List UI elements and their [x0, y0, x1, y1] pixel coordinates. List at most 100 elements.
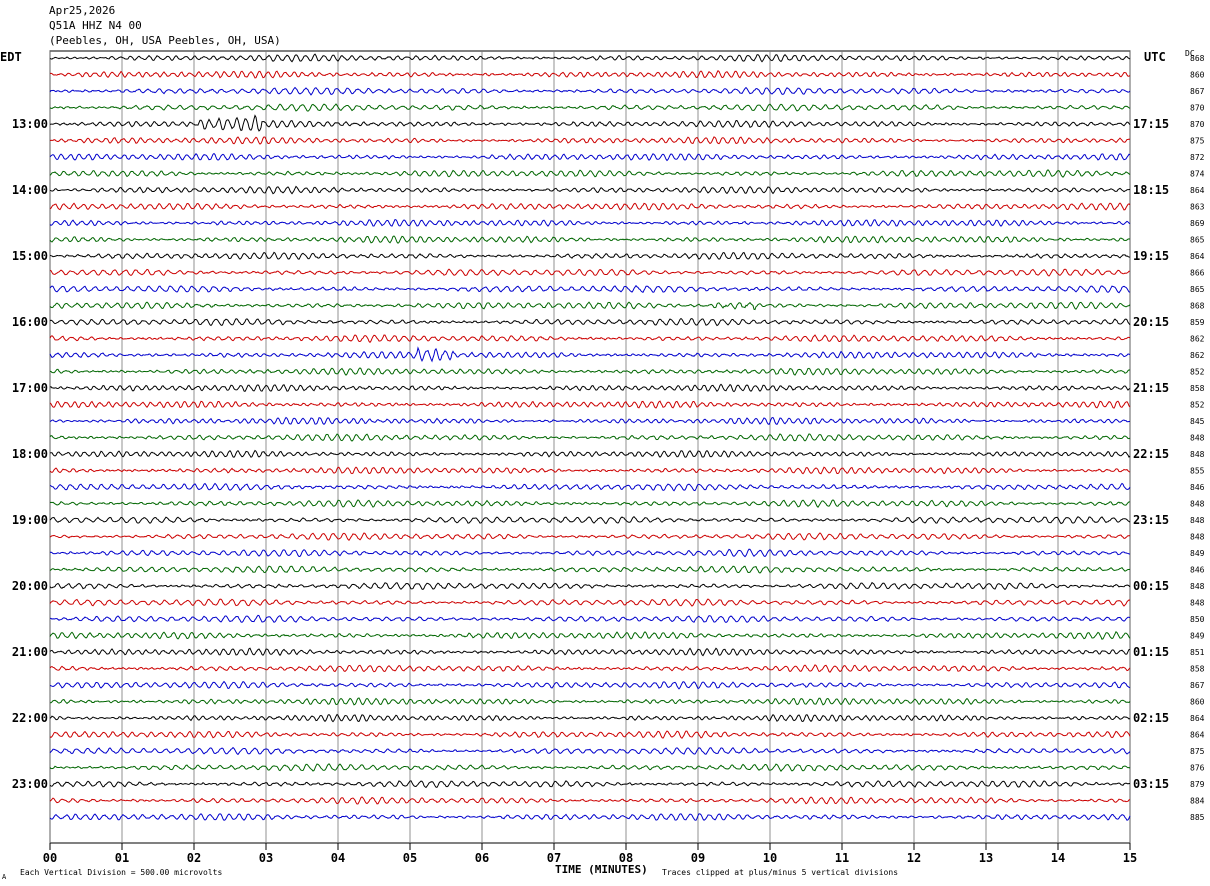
trace-line	[49, 251, 1131, 260]
trace-line	[49, 499, 1131, 508]
trace-line	[49, 548, 1131, 558]
trace-line	[49, 796, 1131, 805]
left-time-label: 15:00	[12, 249, 48, 263]
dc-offset-label: 874	[1190, 170, 1205, 179]
trace-line	[49, 813, 1131, 821]
x-tick-label: 11	[835, 851, 849, 865]
x-tick-label: 01	[115, 851, 129, 865]
dc-offset-label: 860	[1190, 71, 1205, 80]
right-time-label: 02:15	[1133, 711, 1169, 725]
dc-offset-label: 865	[1190, 236, 1205, 245]
dc-offset-label: 858	[1190, 665, 1205, 674]
trace-line	[49, 317, 1131, 327]
dc-offset-label: 848	[1190, 450, 1205, 459]
trace-line	[49, 680, 1131, 690]
dc-offset-label: 865	[1190, 285, 1205, 294]
trace-line	[49, 202, 1131, 211]
dc-offset-label: 848	[1190, 599, 1205, 608]
right-time-label: 19:15	[1133, 249, 1169, 263]
trace-line	[49, 449, 1131, 458]
dc-offset-label: 862	[1190, 351, 1205, 360]
trace-line	[49, 697, 1131, 706]
right-time-label: 21:15	[1133, 381, 1169, 395]
trace-line	[49, 86, 1131, 96]
right-time-label: 20:15	[1133, 315, 1169, 329]
right-time-label: 22:15	[1133, 447, 1169, 461]
dc-offset-label: 850	[1190, 615, 1205, 624]
dc-offset-label: 860	[1190, 698, 1205, 707]
trace-line	[49, 185, 1131, 195]
dc-offset-label: 879	[1190, 780, 1205, 789]
trace-line	[49, 53, 1131, 63]
dc-offset-label: 863	[1190, 203, 1205, 212]
corner-mark: A	[2, 873, 7, 881]
x-tick-label: 13	[979, 851, 993, 865]
dc-offset-label: 864	[1190, 252, 1205, 261]
x-tick-label: 00	[43, 851, 57, 865]
x-tick-label: 09	[691, 851, 705, 865]
dc-offset-label: 864	[1190, 186, 1205, 195]
trace-line	[49, 136, 1131, 145]
dc-offset-label: 859	[1190, 318, 1205, 327]
dc-offset-label: 875	[1190, 137, 1205, 146]
dc-offset-label: 864	[1190, 731, 1205, 740]
trace-line	[49, 746, 1131, 756]
dc-offset-label: 867	[1190, 87, 1205, 96]
trace-line	[49, 235, 1131, 244]
left-time-label: 14:00	[12, 183, 48, 197]
trace-line	[49, 268, 1130, 277]
trace-line	[49, 383, 1131, 393]
x-axis-title: TIME (MINUTES)	[555, 863, 648, 876]
x-tick-label: 04	[331, 851, 345, 865]
dc-header-label: DC	[1185, 49, 1195, 58]
x-tick-label: 06	[475, 851, 489, 865]
dc-offset-label: 849	[1190, 549, 1205, 558]
dc-offset-label: 885	[1190, 813, 1205, 822]
trace-line	[49, 416, 1131, 425]
left-time-labels: 13:00 14:00 15:00 16:00 17:00 18:00 19:00 20:00…	[12, 117, 48, 791]
dc-offset-label: 872	[1190, 153, 1205, 162]
trace-line	[49, 581, 1131, 591]
trace-line	[49, 219, 1131, 227]
right-time-label: 17:15	[1133, 117, 1169, 131]
header-date: Apr25,2026	[49, 4, 116, 17]
right-time-labels: 17:15 18:15 19:15 20:15 21:15 22:15 23:15 00:15…	[1133, 117, 1169, 791]
trace-line	[49, 284, 1131, 294]
clip-note: Traces clipped at plus/minus 5 vertical …	[662, 868, 898, 877]
x-tick-label: 15	[1123, 851, 1137, 865]
left-time-label: 16:00	[12, 315, 48, 329]
dc-offset-label: 870	[1190, 120, 1205, 129]
left-time-label: 23:00	[12, 777, 48, 791]
trace-line	[49, 730, 1131, 739]
right-time-label: 23:15	[1133, 513, 1169, 527]
trace-line	[49, 346, 1131, 363]
x-axis-ticks: 00 01 02 03 04 05 06 07 08 09 10 11 12 13 14 15	[43, 843, 1137, 865]
dc-offset-label: 848	[1190, 434, 1205, 443]
right-time-label: 03:15	[1133, 777, 1169, 791]
right-time-label: 18:15	[1133, 183, 1169, 197]
trace-line	[49, 433, 1131, 442]
trace-line	[49, 647, 1131, 657]
dc-offset-label: 855	[1190, 467, 1205, 476]
dc-offset-label: 858	[1190, 384, 1205, 393]
dc-offset-label: 867	[1190, 681, 1205, 690]
left-time-label: 13:00	[12, 117, 48, 131]
trace-line	[49, 69, 1131, 79]
dc-offset-label: 876	[1190, 764, 1205, 773]
dc-offset-label: 884	[1190, 797, 1205, 806]
dc-offset-label: 848	[1190, 500, 1205, 509]
trace-line	[49, 334, 1131, 344]
trace-line	[49, 466, 1131, 475]
header-station: Q51A HHZ N4 00	[49, 19, 142, 32]
dc-offset-label: 845	[1190, 417, 1205, 426]
trace-line	[49, 400, 1131, 409]
x-tick-label: 02	[187, 851, 201, 865]
left-time-label: 20:00	[12, 579, 48, 593]
x-tick-label: 05	[403, 851, 417, 865]
trace-line	[49, 301, 1131, 311]
trace-line	[49, 367, 1131, 376]
trace-line	[49, 614, 1131, 623]
right-time-label: 00:15	[1133, 579, 1169, 593]
trace-line	[49, 482, 1131, 492]
dc-offset-labels: 868 860 867 870 870 875 872 874 864 863 869 865 864 8…	[1190, 54, 1205, 822]
